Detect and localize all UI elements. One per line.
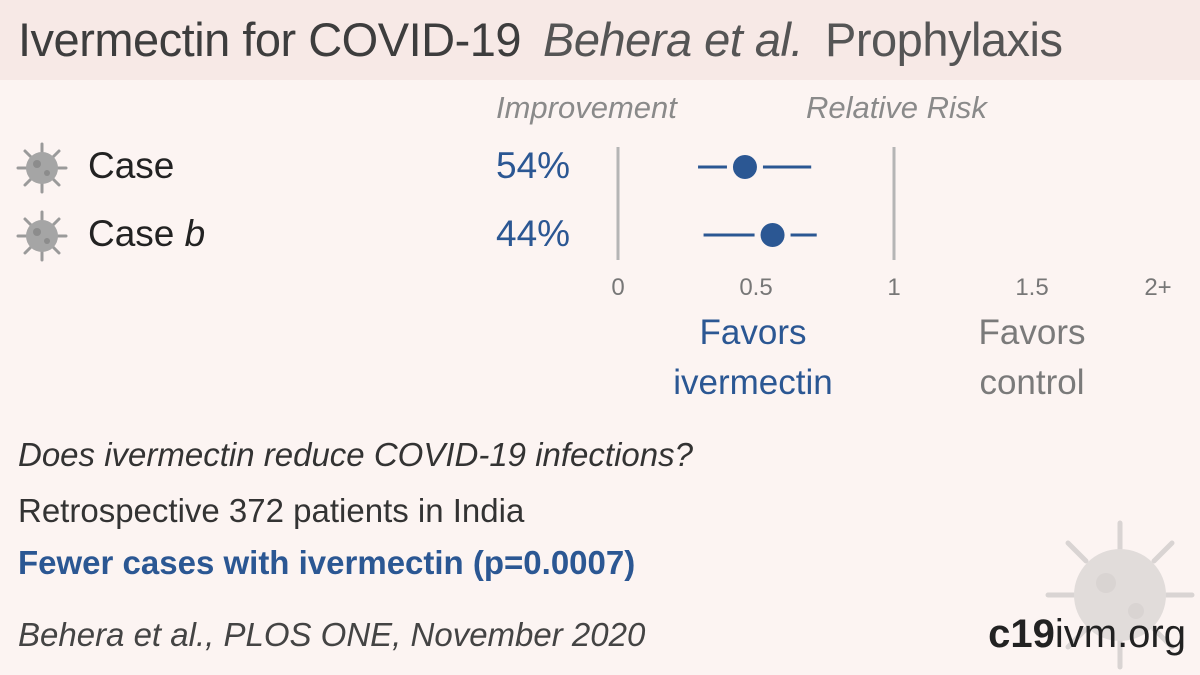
study-citation: Behera et al., PLOS ONE, November 2020 [18,616,646,653]
title-type: Prophylaxis [825,13,1063,66]
x-tick-label: 1 [887,274,901,301]
x-tick-label: 1.5 [1015,274,1049,301]
relative-risk-column-header: Relative Risk [806,90,987,125]
title-authors: Behera et al. [543,13,804,66]
x-tick-label: 0.5 [739,274,773,301]
study-conclusion: Fewer cases with ivermectin (p=0.0007) [18,544,636,581]
row-label-case-b: Case b [88,213,206,254]
improvement-column-header: Improvement [496,90,677,125]
header-bar [0,0,1200,80]
study-design: Retrospective 372 patients in India [18,492,525,529]
virus-icon [16,142,68,194]
title-main: Ivermectin for COVID-19 [18,13,522,66]
favors-ivermectin-label: Favors ivermectin [673,313,833,402]
effect-point [732,155,757,179]
improvement-value-case: 54% [496,145,571,186]
improvement-value-case-b: 44% [496,213,571,254]
effect-point [760,223,785,247]
favors-control-label: Favors control [978,313,1086,402]
x-tick-label: 0 [611,274,625,301]
page-title: Ivermectin for COVID-19 Behera et al. Prop… [18,12,1063,67]
virus-watermark-icon [1045,520,1195,670]
row-label-case: Case [88,145,175,186]
brand-logo: c19ivm.org [988,612,1186,656]
virus-icon [16,210,68,262]
study-question: Does ivermectin reduce COVID-19 infectio… [18,436,693,473]
x-tick-label: 2+ [1144,274,1172,301]
